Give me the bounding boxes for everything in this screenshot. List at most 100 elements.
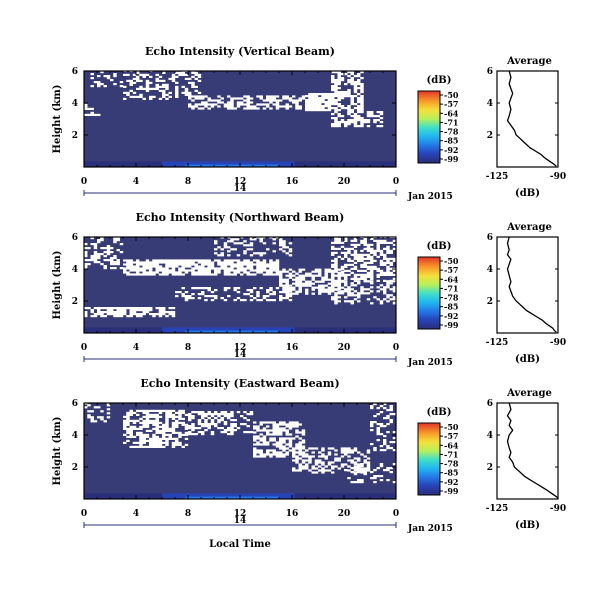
no-data-cell — [262, 252, 267, 255]
no-data-cell — [204, 259, 208, 262]
no-data-cell — [236, 411, 241, 414]
no-data-cell — [350, 115, 354, 118]
no-data-cell — [327, 278, 332, 281]
no-data-cell — [227, 263, 231, 266]
no-data-cell — [214, 240, 218, 243]
no-data-cell — [243, 423, 247, 426]
no-data-cell — [350, 461, 354, 464]
no-data-cell — [331, 286, 335, 289]
no-data-cell — [389, 467, 393, 470]
no-data-cell — [110, 257, 114, 260]
no-data-cell — [285, 297, 289, 300]
no-data-cell — [334, 269, 338, 272]
no-data-cell — [298, 278, 302, 281]
no-data-cell — [282, 284, 286, 287]
no-data-cell — [292, 421, 296, 424]
no-data-cell — [132, 265, 137, 268]
no-data-cell — [201, 265, 205, 268]
no-data-cell — [288, 443, 293, 446]
no-data-cell — [93, 245, 98, 248]
no-data-cell — [334, 457, 338, 460]
no-data-cell — [178, 271, 182, 274]
no-data-cell — [379, 113, 384, 116]
no-data-cell — [279, 99, 283, 102]
no-data-cell — [97, 257, 101, 260]
no-data-cell — [129, 409, 133, 412]
x-tick-label: 0 — [81, 343, 87, 353]
no-data-cell — [327, 105, 332, 108]
no-data-cell — [246, 413, 250, 416]
no-data-cell — [266, 441, 270, 444]
surface-echo-cell — [294, 493, 303, 499]
no-data-cell — [327, 290, 332, 293]
no-data-cell — [158, 315, 163, 318]
no-data-cell — [145, 413, 150, 416]
no-data-cell — [337, 290, 341, 293]
no-data-cell — [266, 271, 270, 274]
avg-y-tick-label: 4 — [487, 431, 493, 441]
no-data-cell — [178, 413, 182, 416]
no-data-cell — [370, 265, 374, 268]
no-data-cell — [285, 453, 289, 456]
no-data-cell — [350, 253, 354, 256]
no-data-cell — [318, 103, 322, 106]
no-data-cell — [139, 417, 143, 420]
no-data-cell — [129, 427, 133, 430]
no-data-cell — [324, 455, 328, 458]
no-data-cell — [162, 271, 166, 274]
no-data-cell — [184, 89, 189, 92]
no-data-cell — [392, 288, 397, 291]
no-data-cell — [204, 413, 208, 416]
no-data-cell — [145, 425, 150, 428]
no-data-cell — [337, 99, 341, 102]
no-data-cell — [175, 271, 179, 274]
no-data-cell — [282, 288, 286, 291]
no-data-cell — [275, 441, 280, 444]
no-data-cell — [178, 431, 182, 434]
no-data-cell — [321, 109, 325, 112]
no-data-cell — [370, 269, 374, 272]
no-data-cell — [233, 287, 237, 290]
no-data-cell — [243, 107, 247, 110]
surface-echo-cell — [263, 330, 272, 333]
no-data-cell — [204, 261, 208, 264]
no-data-cell — [279, 284, 283, 287]
no-data-cell — [295, 278, 299, 281]
no-data-cell — [353, 91, 358, 94]
no-data-cell — [184, 299, 189, 302]
average-frame — [496, 402, 559, 500]
colorbar-tick-label: -57 — [444, 265, 458, 275]
surface-echo-cell — [201, 493, 210, 499]
no-data-cell — [106, 77, 111, 80]
no-data-cell — [243, 259, 247, 262]
no-data-cell — [331, 253, 335, 256]
no-data-cell — [344, 296, 348, 299]
surface-echo-cell — [349, 161, 358, 167]
no-data-cell — [132, 261, 137, 264]
average-title: Average — [506, 222, 552, 233]
no-data-cell — [181, 259, 185, 262]
no-data-cell — [370, 243, 374, 246]
no-data-cell — [383, 273, 387, 276]
no-data-cell — [201, 101, 205, 104]
no-data-cell — [292, 270, 296, 273]
no-data-cell — [97, 83, 101, 86]
average-profile-line — [506, 70, 557, 167]
no-data-cell — [376, 267, 380, 270]
no-data-cell — [171, 445, 176, 448]
no-data-cell — [379, 125, 384, 128]
no-data-cell — [191, 83, 195, 86]
no-data-cell — [337, 300, 341, 303]
no-data-cell — [90, 311, 94, 314]
no-data-cell — [97, 113, 101, 116]
no-data-cell — [106, 245, 111, 248]
no-data-cell — [233, 97, 237, 100]
no-data-cell — [363, 265, 367, 268]
no-data-cell — [370, 443, 374, 446]
no-data-cell — [295, 284, 299, 287]
surface-echo-cell — [388, 327, 397, 333]
no-data-cell — [298, 451, 302, 454]
no-data-cell — [194, 433, 198, 436]
no-data-cell — [318, 451, 322, 454]
